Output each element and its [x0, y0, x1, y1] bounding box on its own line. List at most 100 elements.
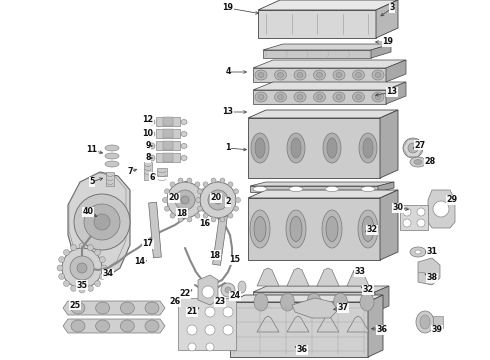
Ellipse shape — [314, 70, 325, 80]
Bar — [433, 316, 443, 328]
Ellipse shape — [181, 120, 187, 125]
Ellipse shape — [71, 302, 85, 314]
Text: 32: 32 — [367, 225, 378, 234]
Circle shape — [187, 307, 197, 317]
Circle shape — [167, 182, 203, 218]
Polygon shape — [257, 316, 279, 332]
Ellipse shape — [181, 144, 187, 148]
Text: 28: 28 — [424, 158, 436, 166]
Text: 10: 10 — [143, 130, 153, 139]
Polygon shape — [378, 182, 394, 192]
Ellipse shape — [323, 133, 341, 163]
Text: 7: 7 — [127, 167, 133, 176]
Bar — [178, 298, 236, 350]
Ellipse shape — [410, 157, 426, 167]
Circle shape — [408, 143, 418, 153]
Circle shape — [200, 182, 236, 218]
Bar — [157, 168, 167, 176]
Text: 19: 19 — [383, 37, 393, 46]
Bar — [163, 141, 173, 150]
Circle shape — [223, 307, 233, 317]
Circle shape — [170, 182, 175, 187]
Bar — [156, 141, 180, 150]
Circle shape — [95, 280, 100, 287]
Polygon shape — [347, 316, 369, 332]
Text: 36: 36 — [376, 325, 388, 334]
Circle shape — [202, 286, 214, 298]
Polygon shape — [230, 295, 383, 302]
Circle shape — [205, 307, 215, 317]
Ellipse shape — [71, 320, 85, 332]
Ellipse shape — [334, 293, 347, 311]
Polygon shape — [386, 60, 406, 82]
Polygon shape — [258, 10, 376, 38]
Text: 20: 20 — [169, 194, 179, 202]
Polygon shape — [371, 44, 391, 58]
Polygon shape — [253, 286, 389, 292]
Circle shape — [197, 189, 202, 194]
Polygon shape — [253, 292, 375, 312]
Circle shape — [87, 285, 94, 291]
Ellipse shape — [375, 72, 381, 77]
Circle shape — [202, 198, 207, 202]
Ellipse shape — [336, 94, 342, 99]
Circle shape — [79, 243, 85, 249]
Ellipse shape — [361, 186, 375, 192]
Text: 39: 39 — [432, 325, 442, 334]
Circle shape — [187, 217, 192, 222]
Polygon shape — [248, 190, 398, 198]
Circle shape — [175, 190, 195, 210]
Circle shape — [234, 189, 239, 194]
Circle shape — [211, 178, 216, 183]
Ellipse shape — [105, 145, 119, 151]
Ellipse shape — [96, 302, 110, 314]
Text: 16: 16 — [199, 220, 211, 229]
Polygon shape — [258, 0, 398, 10]
Ellipse shape — [96, 320, 110, 332]
Circle shape — [188, 343, 196, 351]
Text: 34: 34 — [102, 270, 114, 279]
Circle shape — [178, 217, 183, 222]
Ellipse shape — [352, 70, 365, 80]
Circle shape — [228, 213, 233, 218]
Bar — [156, 117, 180, 126]
Text: 37: 37 — [338, 303, 348, 312]
Polygon shape — [375, 286, 389, 312]
Circle shape — [77, 263, 87, 273]
Ellipse shape — [414, 159, 422, 165]
Polygon shape — [230, 302, 368, 357]
Polygon shape — [428, 190, 455, 228]
Polygon shape — [368, 295, 383, 357]
Text: 27: 27 — [415, 140, 425, 149]
Text: 18: 18 — [176, 208, 188, 217]
Polygon shape — [418, 258, 440, 285]
Polygon shape — [248, 198, 380, 260]
Circle shape — [63, 249, 70, 256]
Ellipse shape — [359, 133, 377, 163]
Ellipse shape — [149, 119, 155, 125]
Circle shape — [221, 283, 235, 297]
Circle shape — [214, 196, 222, 204]
Circle shape — [165, 189, 170, 194]
Polygon shape — [253, 90, 386, 104]
Circle shape — [208, 190, 228, 210]
Text: 12: 12 — [143, 116, 153, 125]
Text: 32: 32 — [363, 285, 373, 294]
Circle shape — [101, 265, 107, 271]
Circle shape — [433, 201, 449, 217]
Circle shape — [206, 343, 214, 351]
Circle shape — [87, 245, 94, 251]
Text: 23: 23 — [215, 297, 225, 306]
Polygon shape — [253, 60, 406, 68]
Ellipse shape — [297, 72, 303, 77]
Ellipse shape — [415, 250, 421, 254]
Text: 40: 40 — [82, 207, 94, 216]
Ellipse shape — [294, 92, 306, 102]
Text: 13: 13 — [387, 87, 397, 96]
Circle shape — [63, 280, 70, 287]
Ellipse shape — [360, 293, 374, 311]
Ellipse shape — [352, 92, 365, 102]
Ellipse shape — [238, 281, 246, 293]
Circle shape — [223, 325, 233, 335]
Polygon shape — [347, 268, 369, 286]
